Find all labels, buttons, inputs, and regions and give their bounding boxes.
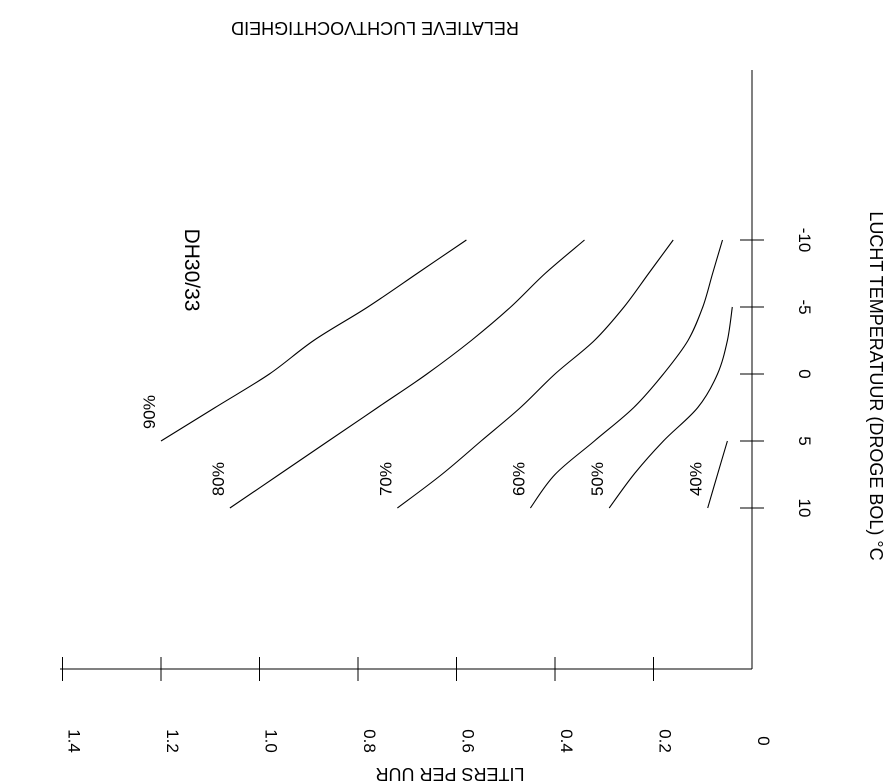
x-tick-label: -10: [795, 228, 814, 253]
x-tick-label: 10: [795, 499, 814, 518]
series-line-40pct: [707, 440, 728, 509]
y-tick-label: 1.4: [65, 729, 84, 753]
series-label: 70%: [376, 462, 395, 496]
y-tick-label: 0.4: [557, 729, 576, 753]
series-line-70pct: [397, 239, 674, 509]
series-label: 80%: [209, 462, 228, 496]
series-label: 50%: [588, 462, 607, 496]
series-label: 90%: [140, 395, 159, 429]
x-tick-label: -5: [795, 299, 814, 314]
top-label: RELATIEVE LUCHTVOCHTIGHEID: [231, 18, 519, 38]
chart-title: DH30/33: [180, 229, 203, 312]
series-line-50pct: [608, 306, 733, 509]
y-tick-label: 1.0: [262, 729, 281, 753]
series-label: 40%: [687, 462, 706, 496]
series-line-60pct: [529, 239, 724, 509]
curves: 90% 80% 70% 60% 50% 40%: [140, 239, 733, 509]
series-line-80pct: [229, 239, 585, 509]
y-tick-label: 0.8: [360, 729, 379, 753]
y-tick-label: 1.2: [163, 729, 182, 753]
y-axis-title: LITERS PER UUR: [375, 764, 524, 782]
x-tick-label: 0: [795, 369, 814, 378]
x-axis-title: LUCHT TEMPERATUUR (DROGE BOL) °C: [866, 211, 886, 560]
series-label: 60%: [509, 462, 528, 496]
y-tick-label: 0: [754, 736, 773, 745]
y-tick-label: 0.6: [459, 729, 478, 753]
y-tick-label: 0.2: [656, 729, 675, 753]
series-line-90pct: [160, 239, 467, 442]
axes: -10 -5 0 5 10 0 0.2 0.4 0.6 0.8 1.0 1.2 1.4: [60, 70, 814, 753]
x-tick-label: 5: [795, 436, 814, 445]
